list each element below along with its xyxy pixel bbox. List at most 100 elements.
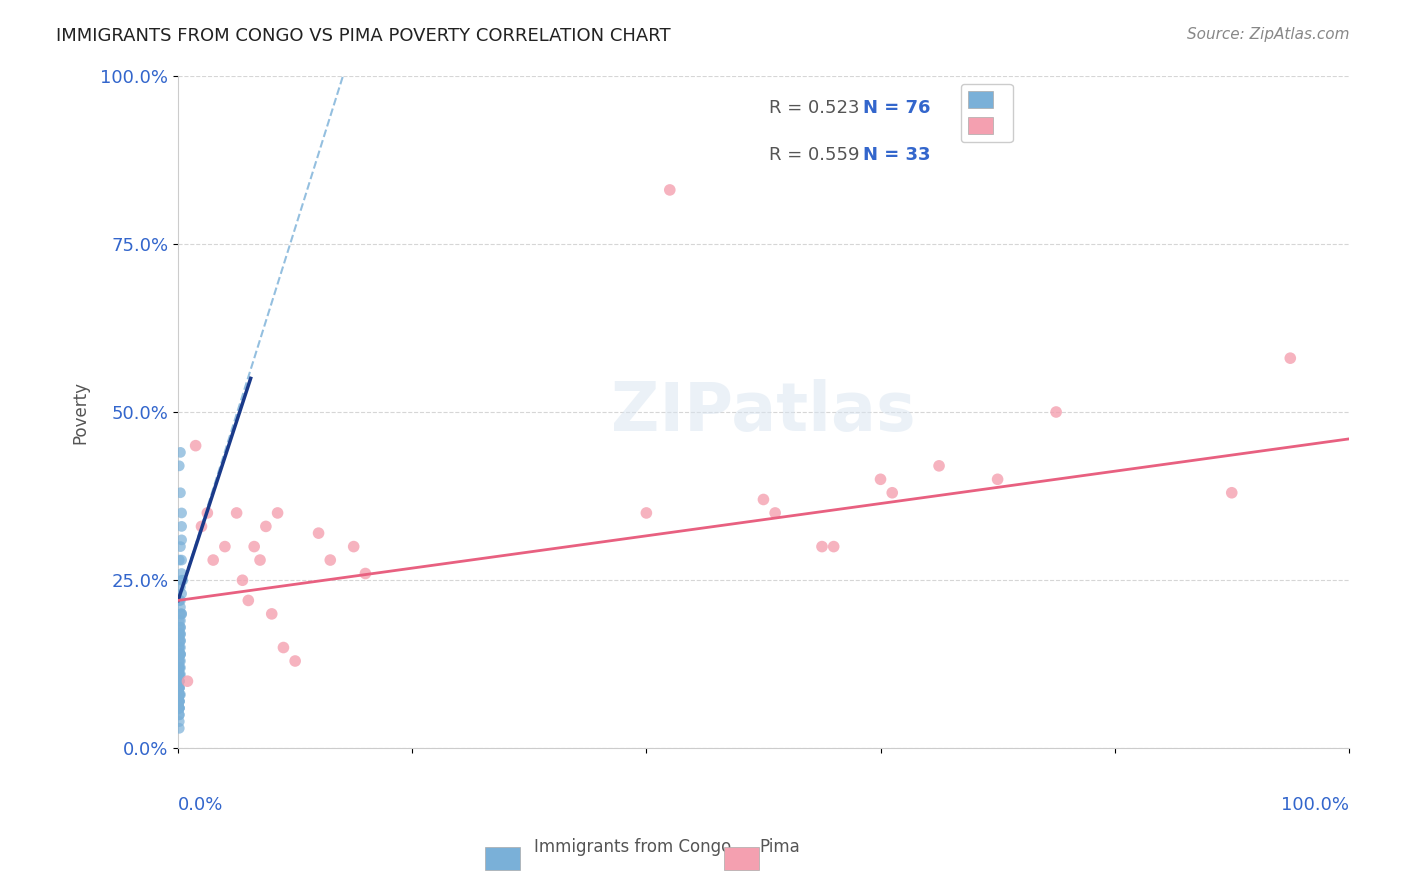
Point — [170, 533, 193, 547]
Point — [190, 519, 212, 533]
Point — [752, 492, 775, 507]
Point — [169, 688, 191, 702]
Point — [243, 540, 266, 554]
Text: Pima: Pima — [759, 838, 800, 856]
Point — [284, 654, 307, 668]
Point — [169, 600, 191, 615]
Text: Source: ZipAtlas.com: Source: ZipAtlas.com — [1187, 27, 1350, 42]
Point — [167, 714, 190, 729]
Point — [167, 674, 190, 689]
Point — [170, 553, 193, 567]
Point — [811, 540, 834, 554]
Point — [167, 694, 190, 708]
Point — [167, 640, 190, 655]
Point — [260, 607, 283, 621]
Point — [167, 701, 190, 715]
Point — [167, 688, 190, 702]
Point — [319, 553, 342, 567]
Point — [169, 485, 191, 500]
Point — [169, 633, 191, 648]
Point — [184, 439, 207, 453]
Point — [167, 654, 190, 668]
Point — [636, 506, 658, 520]
Point — [170, 607, 193, 621]
Point — [167, 688, 190, 702]
Text: R = 0.559: R = 0.559 — [769, 146, 860, 164]
Point — [169, 620, 191, 634]
Point — [167, 688, 190, 702]
Point — [882, 485, 904, 500]
Point — [763, 506, 786, 520]
Text: 0.0%: 0.0% — [179, 796, 224, 814]
Point — [167, 688, 190, 702]
Point — [167, 620, 190, 634]
Point — [167, 667, 190, 681]
Point — [266, 506, 288, 520]
Point — [167, 614, 190, 628]
Point — [238, 593, 260, 607]
Point — [167, 593, 190, 607]
Point — [354, 566, 377, 581]
Point — [167, 694, 190, 708]
Text: ZIPatlas: ZIPatlas — [612, 379, 915, 445]
Point — [1220, 485, 1243, 500]
Point — [172, 573, 194, 587]
Point — [170, 566, 193, 581]
Point — [167, 627, 190, 641]
Point — [167, 674, 190, 689]
Point — [869, 472, 891, 486]
Point — [167, 661, 190, 675]
Point — [167, 633, 190, 648]
Point — [167, 701, 190, 715]
Point — [169, 445, 191, 459]
Point — [167, 654, 190, 668]
Point — [169, 593, 191, 607]
Point — [169, 540, 191, 554]
Point — [169, 607, 191, 621]
Point — [658, 183, 681, 197]
Point — [167, 667, 190, 681]
Point — [1045, 405, 1067, 419]
Point — [170, 587, 193, 601]
Text: IMMIGRANTS FROM CONGO VS PIMA POVERTY CORRELATION CHART: IMMIGRANTS FROM CONGO VS PIMA POVERTY CO… — [56, 27, 671, 45]
Point — [169, 620, 191, 634]
Point — [225, 506, 247, 520]
Point — [169, 614, 191, 628]
Point — [169, 667, 191, 681]
Point — [167, 674, 190, 689]
Point — [167, 667, 190, 681]
Point — [176, 674, 198, 689]
Point — [169, 580, 191, 594]
Point — [167, 647, 190, 661]
Point — [170, 506, 193, 520]
Y-axis label: Poverty: Poverty — [72, 381, 89, 443]
Point — [273, 640, 295, 655]
Point — [170, 607, 193, 621]
Point — [202, 553, 225, 567]
Point — [823, 540, 845, 554]
Point — [169, 633, 191, 648]
Text: Immigrants from Congo: Immigrants from Congo — [534, 838, 731, 856]
Point — [167, 721, 190, 735]
Legend: , : , — [962, 84, 1012, 142]
Point — [167, 681, 190, 695]
Point — [170, 519, 193, 533]
Point — [169, 647, 191, 661]
Point — [169, 647, 191, 661]
Point — [928, 458, 950, 473]
Point — [167, 681, 190, 695]
Point — [343, 540, 366, 554]
Point — [170, 573, 193, 587]
Point — [167, 458, 190, 473]
Point — [167, 694, 190, 708]
Point — [249, 553, 271, 567]
Point — [167, 681, 190, 695]
Point — [214, 540, 236, 554]
Point — [169, 654, 191, 668]
Point — [167, 593, 190, 607]
Point — [167, 681, 190, 695]
Text: N = 33: N = 33 — [863, 146, 931, 164]
Point — [254, 519, 277, 533]
Point — [167, 553, 190, 567]
Point — [167, 661, 190, 675]
